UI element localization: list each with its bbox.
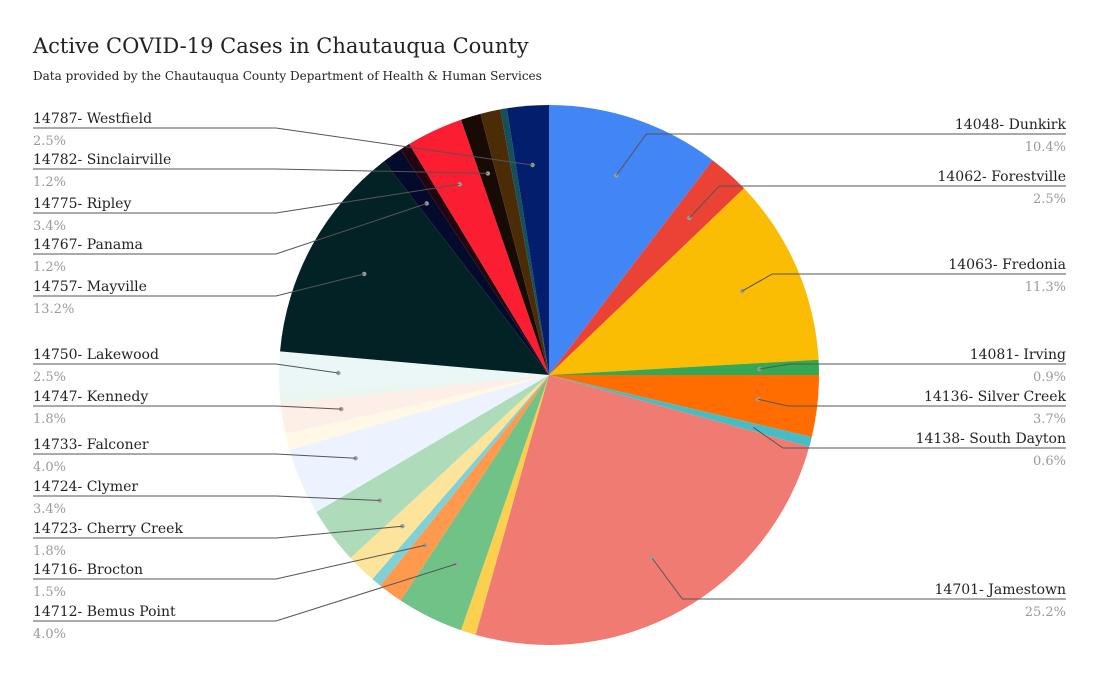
pie-slice-14716-brocton: [380, 375, 549, 601]
leader-line: [33, 363, 339, 374]
slice-label-14136-silver-creek: 14136- Silver Creek: [924, 389, 1067, 405]
slice-percent-14733-falconer: 4.0%: [33, 460, 66, 475]
pie-slice-14750-lakewood: [279, 351, 549, 394]
leader-line: [651, 558, 1066, 600]
slice-label-14775-ripley: 14775- Ripley: [33, 196, 131, 212]
leader-line: [33, 127, 533, 166]
pie-slice-14724-clymer: [316, 375, 549, 558]
pie-slice-14081-irving: [549, 359, 819, 375]
slice-label-14750-lakewood: 14750- Lakewood: [33, 347, 159, 363]
pie-slice-14062-forestville: [549, 160, 745, 375]
slice-label-14048-dunkirk: 14048- Dunkirk: [955, 117, 1067, 133]
slice-percent-14048-dunkirk: 10.4%: [1025, 140, 1066, 155]
slice-percent-14787-westfield: 2.5%: [33, 134, 66, 149]
leader-line: [759, 363, 1066, 370]
leader-line: [33, 495, 380, 501]
slice-percent-14716-brocton: 1.5%: [33, 585, 66, 600]
slice-label-14747-kennedy: 14747- Kennedy: [33, 389, 148, 405]
slice-label-14712-bemus-point: 14712- Bemus Point: [33, 604, 176, 620]
pie-slice-14701-jamestown: [475, 375, 810, 646]
leader-line: [758, 398, 1066, 407]
pie-slice-14712-bemus-point: [400, 375, 549, 631]
slice-percent-14136-silver-creek: 3.7%: [1033, 412, 1066, 427]
leader-line: [33, 544, 426, 580]
leader-line: [33, 183, 460, 214]
pie-slice-14138-south-dayton: [549, 375, 812, 447]
leader-line: [33, 203, 427, 255]
slice-label-14723-cherry-creek: 14723- Cherry Creek: [33, 521, 183, 537]
pie-slice-unlabeled-20: [400, 144, 549, 375]
chart-title: Active COVID-19 Cases in Chautauqua Coun…: [33, 34, 529, 58]
slice-percent-14062-forestville: 2.5%: [1033, 192, 1066, 207]
slice-label-14716-brocton: 14716- Brocton: [33, 562, 143, 578]
slice-label-14787-westfield: 14787- Westfield: [33, 111, 152, 127]
slice-label-14138-south-dayton: 14138- South Dayton: [916, 431, 1066, 447]
slice-percent-14747-kennedy: 1.8%: [33, 412, 66, 427]
pie-slice-unlabeled-10: [372, 375, 549, 586]
chart-subtitle: Data provided by the Chautauqua County D…: [33, 69, 542, 83]
slice-labels: 14048- Dunkirk 10.4% 14062- Forestville 2.5…: [33, 111, 1067, 642]
pie-slice-14767-panama: [384, 149, 549, 375]
slice-percent-14767-panama: 1.2%: [33, 260, 66, 275]
slice-percent-14775-ripley: 3.4%: [33, 219, 66, 234]
slice-label-14757-mayville: 14757- Mayville: [33, 279, 147, 295]
pie-slice-14775-ripley: [409, 119, 549, 375]
pie-slice-14787-westfield: [506, 105, 549, 375]
pie-slice-14782-sinclairville: [461, 113, 549, 375]
pie-slice-unlabeled-16: [279, 375, 549, 404]
slice-label-14767-panama: 14767- Panama: [33, 237, 143, 253]
pie-slices: [279, 105, 819, 646]
leader-line: [33, 525, 403, 539]
slice-label-14782-sinclairville: 14782- Sinclairville: [33, 152, 171, 168]
leader-lines: [33, 127, 1066, 622]
leader-line: [33, 405, 342, 410]
pie-slice-unlabeled-23: [480, 109, 549, 376]
leader-line: [741, 273, 1066, 292]
leader-line: [33, 563, 457, 622]
pie-slice-14733-falconer: [289, 375, 549, 512]
leader-dot: [362, 271, 367, 277]
slice-percent-14081-irving: 0.9%: [1033, 370, 1066, 385]
pie-slice-14723-cherry-creek: [350, 375, 549, 580]
slice-percent-14724-clymer: 3.4%: [33, 502, 66, 517]
pie-slice-14063-fredonia: [549, 188, 819, 375]
slice-label-14081-irving: 14081- Irving: [970, 347, 1066, 363]
slice-percent-14757-mayville: 13.2%: [33, 302, 74, 317]
pie-slice-unlabeled-7: [461, 375, 549, 635]
slice-label-14733-falconer: 14733- Falconer: [33, 437, 149, 453]
slice-label-14062-forestville: 14062- Forestville: [937, 169, 1066, 185]
pie-slice-unlabeled-14: [285, 375, 549, 451]
slice-percent-14782-sinclairville: 1.2%: [33, 175, 66, 190]
slice-percent-14723-cherry-creek: 1.8%: [33, 544, 66, 559]
slice-percent-14712-bemus-point: 4.0%: [33, 627, 66, 642]
slice-percent-14063-fredonia: 11.3%: [1025, 280, 1066, 295]
leader-line: [33, 168, 488, 174]
slice-percent-14138-south-dayton: 0.6%: [1033, 454, 1066, 469]
pie-slice-14747-kennedy: [280, 375, 549, 434]
leader-line: [615, 133, 1066, 176]
pie-slice-unlabeled-24: [500, 108, 549, 376]
slice-label-14724-clymer: 14724- Clymer: [33, 479, 138, 495]
slice-label-14701-jamestown: 14701- Jamestown: [935, 582, 1066, 598]
slice-label-14063-fredonia: 14063- Fredonia: [948, 257, 1066, 273]
leader-line: [752, 426, 1066, 449]
leader-line: [688, 185, 1066, 219]
slice-percent-14701-jamestown: 25.2%: [1025, 605, 1066, 620]
pie-slice-14757-mayville: [280, 161, 549, 375]
slice-percent-14750-lakewood: 2.5%: [33, 370, 66, 385]
leader-line: [33, 453, 356, 459]
pie-slice-14048-dunkirk: [549, 105, 713, 375]
leader-line: [33, 273, 365, 297]
pie-slice-14136-silver-creek: [549, 375, 819, 437]
